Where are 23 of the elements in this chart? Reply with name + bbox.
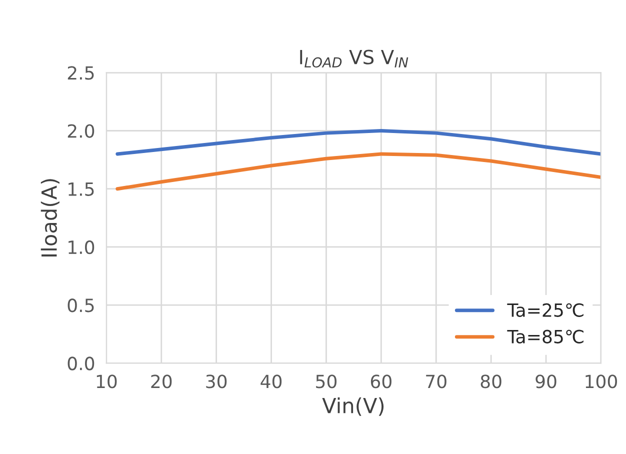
y-tick-label: 2.0 — [68, 124, 94, 138]
y-tick-label: 1.5 — [68, 182, 94, 196]
legend-label: Ta=85℃ — [507, 330, 584, 344]
x-tick-label: 100 — [586, 374, 617, 388]
y-tick-label: 2.5 — [68, 66, 94, 80]
x-tick-label: 80 — [480, 374, 502, 388]
line-series — [116, 129, 601, 156]
y-tick-label: 0.0 — [68, 356, 94, 370]
y-tick-label: 1.0 — [68, 240, 94, 254]
x-tick-label: 50 — [316, 374, 337, 388]
x-tick-label: 40 — [260, 374, 282, 388]
y-tick-label: 0.5 — [68, 298, 94, 312]
line-series — [116, 152, 601, 191]
x-tick-label: 60 — [370, 374, 392, 388]
x-tick-label: 30 — [206, 374, 227, 388]
x-tick-label: 90 — [536, 374, 556, 388]
chart-title: I$_{LOAD}$ VS V$_{IN}$ — [300, 50, 408, 68]
x-tick-label: 70 — [426, 374, 446, 388]
x-axis-title: Vin(V) — [322, 397, 384, 416]
legend-label: Ta=25℃ — [507, 303, 584, 317]
x-tick-label: 20 — [151, 374, 172, 388]
x-tick-label: 10 — [96, 374, 117, 388]
y-axis-title: Iload(A) — [40, 179, 60, 256]
